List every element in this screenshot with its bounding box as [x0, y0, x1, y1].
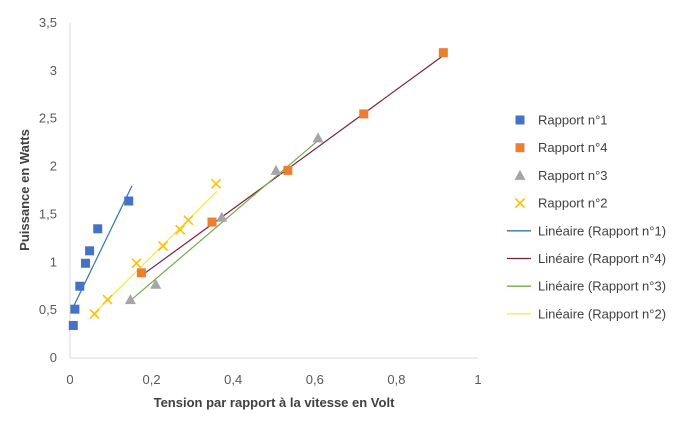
legend-entry-label: Rapport n°1 — [538, 113, 608, 128]
legend-entry-label: Linéaire (Rapport n°3) — [538, 279, 666, 294]
data-point — [102, 294, 113, 305]
trendlines — [73, 54, 445, 314]
x-tick-label: 0,8 — [387, 372, 405, 387]
legend-entry-label: Rapport n°2 — [538, 196, 608, 211]
legend-entry-label: Linéaire (Rapport n°4) — [538, 251, 666, 266]
x-axis-title: Tension par rapport à la vitesse en Volt — [154, 395, 395, 410]
data-point — [81, 258, 91, 268]
y-tick-label: 3,5 — [39, 15, 57, 30]
y-tick-label: 1 — [50, 254, 57, 269]
x-tick-label: 0,6 — [306, 372, 324, 387]
data-point — [136, 268, 146, 278]
legend-entry-label: Rapport n°4 — [538, 140, 608, 155]
legend-marker — [514, 169, 526, 180]
legend-entry-label: Linéaire (Rapport n°2) — [538, 306, 666, 321]
data-point — [270, 164, 282, 175]
data-point — [124, 294, 136, 305]
x-tick-label: 0,4 — [224, 372, 242, 387]
data-point — [93, 224, 103, 234]
trendline — [94, 191, 218, 314]
data-point — [359, 109, 369, 119]
y-tick-label: 0,5 — [39, 302, 57, 317]
data-point — [70, 304, 80, 314]
data-point — [68, 320, 78, 330]
legend-entry-label: Rapport n°3 — [538, 168, 608, 183]
x-tick-label: 0 — [66, 372, 73, 387]
data-point — [283, 165, 293, 175]
data-point — [75, 281, 85, 291]
y-tick-label: 2 — [50, 159, 57, 174]
y-tick-label: 3 — [50, 63, 57, 78]
y-tick-labels: 0 0,5 1 1,5 2 2,5 3 3,5 — [39, 15, 57, 365]
legend-marker — [514, 198, 526, 209]
data-point — [85, 246, 95, 256]
axes — [69, 23, 478, 359]
trendline — [141, 54, 445, 277]
y-tick-label: 2,5 — [39, 111, 57, 126]
x-tick-label: 1 — [474, 372, 481, 387]
data-point — [312, 132, 324, 143]
data-point — [124, 196, 134, 206]
legend-marker — [515, 115, 525, 125]
y-tick-label: 0 — [50, 350, 57, 365]
data-point — [131, 258, 142, 269]
data-point — [438, 48, 448, 58]
y-axis-title: Puissance en Watts — [17, 129, 32, 251]
legend-entry-label: Linéaire (Rapport n°1) — [538, 223, 666, 238]
data-points — [68, 48, 448, 330]
data-point — [150, 278, 162, 289]
data-point — [157, 240, 169, 252]
x-tick-label: 0,2 — [143, 372, 161, 387]
data-point — [89, 308, 100, 320]
data-point — [216, 211, 228, 222]
data-point — [183, 215, 194, 226]
x-tick-labels: 0 0,2 0,4 0,6 0,8 1 — [66, 372, 481, 387]
data-point — [210, 178, 222, 189]
data-point — [175, 224, 186, 235]
y-tick-label: 1,5 — [39, 206, 57, 221]
legend: Rapport n°1 Rapport n°4 Rapport n°3 Rapport… — [507, 113, 666, 321]
legend-marker — [515, 143, 525, 153]
data-point — [207, 217, 217, 227]
